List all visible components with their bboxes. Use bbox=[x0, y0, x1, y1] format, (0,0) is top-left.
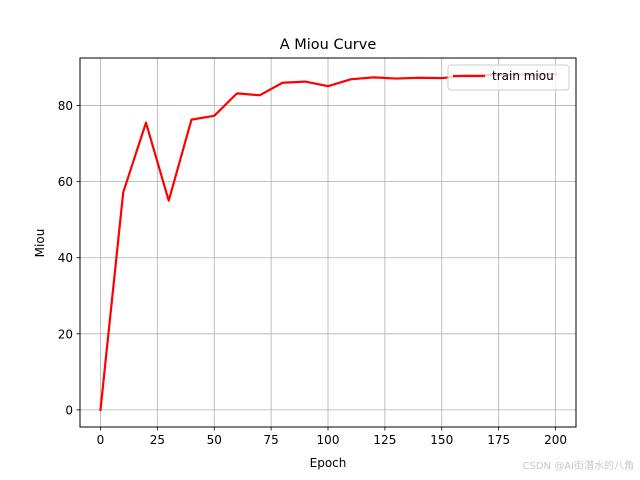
x-axis-label: Epoch bbox=[310, 456, 347, 470]
x-tick-label: 25 bbox=[150, 433, 165, 447]
y-tick-label: 20 bbox=[58, 327, 73, 341]
y-tick-label: 60 bbox=[58, 175, 73, 189]
legend-label: train miou bbox=[492, 69, 554, 83]
grid bbox=[80, 58, 576, 427]
x-tick-label: 100 bbox=[317, 433, 340, 447]
x-tick-label: 125 bbox=[373, 433, 396, 447]
y-tick-label: 80 bbox=[58, 99, 73, 113]
y-ticks: 0 20 40 60 80 bbox=[58, 99, 80, 417]
y-tick-label: 40 bbox=[58, 251, 73, 265]
watermark: CSDN @AI街潜水的八角 bbox=[522, 461, 634, 472]
chart-title: A Miou Curve bbox=[280, 37, 377, 53]
legend-box bbox=[447, 64, 570, 91]
y-axis-label: Miou bbox=[33, 229, 47, 258]
x-tick-label: 150 bbox=[430, 433, 453, 447]
x-tick-label: 50 bbox=[207, 433, 222, 447]
x-tick-label: 75 bbox=[263, 433, 278, 447]
x-ticks: 0 25 50 75 100 125 150 175 200 bbox=[97, 427, 567, 447]
x-tick-label: 0 bbox=[97, 433, 105, 447]
legend: train miou bbox=[447, 64, 570, 91]
x-tick-label: 200 bbox=[544, 433, 567, 447]
y-tick-label: 0 bbox=[65, 403, 73, 417]
x-tick-label: 175 bbox=[487, 433, 510, 447]
